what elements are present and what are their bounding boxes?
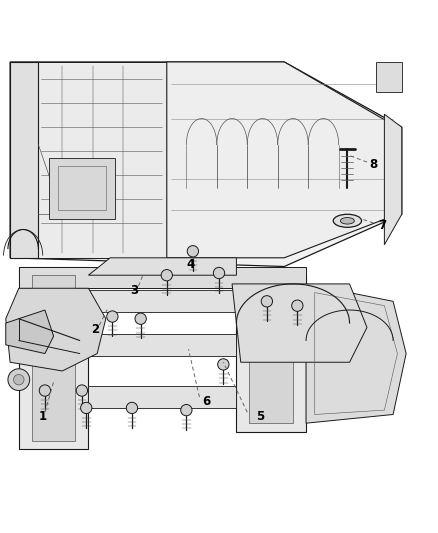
Circle shape: [218, 359, 229, 370]
Text: 3: 3: [130, 284, 138, 297]
Circle shape: [187, 246, 198, 257]
Circle shape: [76, 385, 88, 396]
Polygon shape: [376, 62, 402, 92]
Polygon shape: [10, 62, 402, 266]
Text: 8: 8: [369, 158, 378, 171]
Polygon shape: [232, 284, 367, 362]
Circle shape: [14, 375, 24, 385]
Text: 4: 4: [187, 258, 195, 271]
Text: 2: 2: [91, 323, 99, 336]
Text: 6: 6: [202, 395, 210, 408]
Polygon shape: [88, 258, 237, 275]
Polygon shape: [49, 158, 115, 219]
Polygon shape: [6, 310, 53, 353]
Polygon shape: [167, 62, 397, 258]
Polygon shape: [88, 290, 237, 312]
Polygon shape: [306, 284, 406, 423]
Polygon shape: [6, 288, 106, 371]
Polygon shape: [385, 114, 402, 245]
Circle shape: [261, 296, 272, 307]
Polygon shape: [88, 334, 237, 356]
Polygon shape: [19, 266, 306, 288]
Polygon shape: [88, 386, 237, 408]
Circle shape: [181, 405, 192, 416]
Circle shape: [126, 402, 138, 414]
Polygon shape: [19, 266, 88, 449]
Ellipse shape: [340, 217, 354, 224]
Circle shape: [213, 268, 225, 279]
Circle shape: [292, 300, 303, 311]
Ellipse shape: [333, 214, 361, 228]
Polygon shape: [32, 275, 75, 441]
Text: 5: 5: [256, 410, 265, 423]
Circle shape: [8, 369, 30, 391]
Polygon shape: [39, 62, 167, 258]
Circle shape: [81, 402, 92, 414]
Polygon shape: [237, 275, 306, 432]
Circle shape: [135, 313, 146, 325]
Polygon shape: [250, 284, 293, 423]
Text: 7: 7: [378, 219, 386, 232]
Text: 1: 1: [39, 410, 47, 423]
Polygon shape: [10, 62, 39, 258]
Circle shape: [161, 270, 173, 281]
Circle shape: [107, 311, 118, 322]
Circle shape: [39, 385, 50, 396]
